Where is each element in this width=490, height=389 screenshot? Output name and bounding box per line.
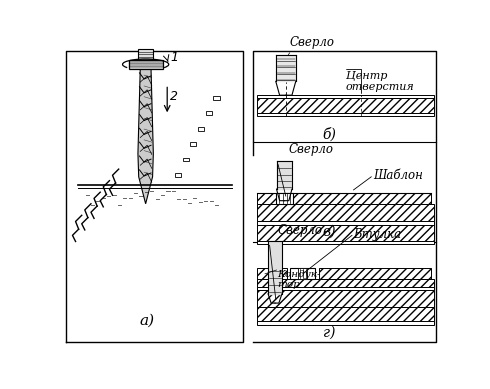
Text: а): а) xyxy=(140,314,155,328)
Bar xyxy=(298,268,307,279)
Text: г): г) xyxy=(323,325,335,339)
Bar xyxy=(291,268,315,279)
Text: Сверло: Сверло xyxy=(288,143,333,156)
Text: в): в) xyxy=(323,225,336,239)
Bar xyxy=(257,204,435,221)
Bar xyxy=(183,158,189,161)
Text: Втулка: Втулка xyxy=(354,228,402,241)
Bar xyxy=(293,193,431,204)
Bar xyxy=(257,225,435,241)
Bar xyxy=(257,98,435,113)
Bar xyxy=(257,95,435,98)
Bar xyxy=(257,113,435,116)
Bar xyxy=(214,96,220,100)
Text: 2: 2 xyxy=(170,90,177,103)
Polygon shape xyxy=(138,69,153,204)
Bar xyxy=(190,142,196,146)
Text: Центр
отверстия: Центр отверстия xyxy=(346,70,415,92)
Text: Сверло: Сверло xyxy=(290,36,335,49)
Bar xyxy=(276,193,293,204)
Bar xyxy=(257,193,276,204)
Bar xyxy=(257,221,435,225)
Bar xyxy=(257,279,435,287)
Bar xyxy=(175,173,181,177)
Bar xyxy=(257,321,435,325)
Bar xyxy=(257,241,435,244)
Text: Сверло: Сверло xyxy=(277,224,322,237)
Bar xyxy=(257,287,435,290)
Bar xyxy=(129,60,163,69)
Bar xyxy=(257,268,287,279)
Text: Кондук-
тор: Кондук- тор xyxy=(277,270,321,289)
Bar xyxy=(319,268,431,279)
Text: 1: 1 xyxy=(171,51,178,64)
Bar xyxy=(257,307,435,321)
Text: б): б) xyxy=(323,127,337,141)
Bar xyxy=(257,290,435,307)
Text: Шаблон: Шаблон xyxy=(373,169,423,182)
Bar xyxy=(198,127,204,131)
Bar xyxy=(138,49,153,61)
Bar xyxy=(206,111,212,115)
